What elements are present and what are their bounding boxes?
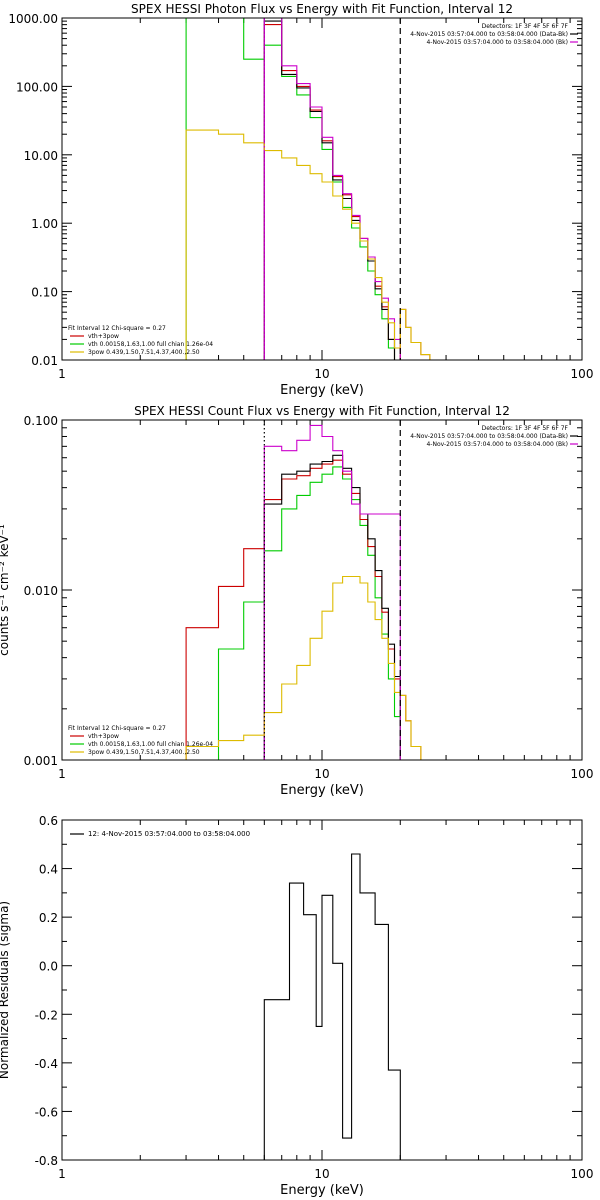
plot-frame	[61, 17, 583, 361]
x-tick-label: 1	[58, 767, 66, 781]
panel-1: SPEX HESSI Photon Flux vs Energy with Fi…	[8, 2, 593, 398]
legend-text: vth 0.00158,1.63,1.00 full chian 1.26e-0…	[88, 741, 213, 748]
info-text: 4-Nov-2015 03:57:04.000 to 03:58:04.000 …	[426, 441, 568, 448]
x-axis-label: Energy (keV)	[280, 1183, 364, 1198]
y-tick-label: 1.00	[31, 217, 58, 231]
series-5-histogram	[185, 575, 447, 760]
chart-title: SPEX HESSI Count Flux vs Energy with Fit…	[134, 404, 510, 418]
y-tick-label: 0.4	[39, 863, 58, 877]
series-group	[263, 853, 401, 1160]
y-tick-label: -0.8	[35, 1154, 58, 1168]
legend-text: Fit Interval 12 Chi-square = 0.27	[68, 725, 166, 732]
y-axis-label: Normalized Residuals (sigma)	[0, 901, 11, 1079]
x-tick-label: 10	[314, 367, 329, 381]
series-group	[185, 18, 447, 360]
info-text: Detectors: 1F 3F 4F 5F 6F 7F	[482, 425, 569, 432]
x-axis-label: Energy (keV)	[280, 783, 364, 798]
chart-title: SPEX HESSI Photon Flux vs Energy with Fi…	[131, 2, 513, 16]
legend-text: 3pow 0.439,1.50,7.51,4.37,400.,2.50	[88, 349, 200, 356]
legend-text: vth 0.00158,1.63,1.00 full chian 1.26e-0…	[88, 341, 213, 348]
x-tick-label: 10	[314, 767, 329, 781]
x-tick-label: 100	[571, 767, 594, 781]
series-2-histogram	[185, 459, 447, 760]
series-group	[185, 424, 447, 760]
y-axis-label: counts s⁻¹ cm⁻² keV⁻¹	[0, 524, 11, 656]
legend-text: vth+3pow	[88, 733, 119, 740]
y-tick-label: 0.100	[24, 414, 58, 428]
y-tick-label: -0.2	[35, 1008, 58, 1022]
legend-text: 12: 4-Nov-2015 03:57:04.000 to 03:58:04.…	[88, 830, 250, 838]
x-tick-label: 10	[314, 1167, 329, 1181]
series-4-histogram	[263, 18, 401, 360]
y-tick-label: 100.00	[16, 80, 58, 94]
series-5-histogram	[185, 129, 447, 360]
x-axis-label: Energy (keV)	[280, 383, 364, 398]
info-text: 4-Nov-2015 03:57:04.000 to 03:58:04.000 …	[410, 31, 568, 38]
legend-text: Fit Interval 12 Chi-square = 0.27	[68, 325, 166, 332]
x-tick-label: 100	[571, 367, 594, 381]
panel-2: SPEX HESSI Count Flux vs Energy with Fit…	[0, 404, 593, 798]
y-tick-label: 0.01	[31, 354, 58, 368]
x-tick-label: 100	[571, 1167, 594, 1181]
plot-frame	[61, 419, 583, 761]
y-tick-label: 0.2	[39, 911, 58, 925]
x-tick-label: 1	[58, 367, 66, 381]
panel-3: 1 10 100 -0.8 -0.6 -0.4 -0.2 0.0 0.2 0.4 0.6 Energy…	[0, 814, 593, 1198]
y-tick-label: 1000.00	[8, 12, 58, 26]
legend-text: 3pow 0.439,1.50,7.51,4.37,400.,2.50	[88, 749, 200, 756]
y-tick-label: 10.00	[24, 149, 58, 163]
info-text: 4-Nov-2015 03:57:04.000 to 03:58:04.000 …	[410, 433, 568, 440]
y-tick-label: 0.10	[31, 286, 58, 300]
info-text: Detectors: 1F 3F 4F 5F 6F 7F	[482, 23, 569, 30]
y-tick-label: 0.6	[39, 814, 58, 828]
x-tick-label: 1	[58, 1167, 66, 1181]
y-tick-label: -0.6	[35, 1105, 58, 1119]
series-1-histogram	[263, 853, 401, 1160]
y-tick-label: 0.0	[39, 960, 58, 974]
y-tick-label: -0.4	[35, 1057, 58, 1071]
plot-frame	[61, 819, 583, 1161]
y-tick-label: 0.010	[24, 584, 58, 598]
series-4-histogram	[263, 424, 401, 760]
info-text: 4-Nov-2015 03:57:04.000 to 03:58:04.000 …	[426, 39, 568, 46]
legend-text: vth+3pow	[88, 333, 119, 340]
series-1-histogram	[185, 18, 401, 360]
y-tick-label: 0.001	[24, 754, 58, 768]
